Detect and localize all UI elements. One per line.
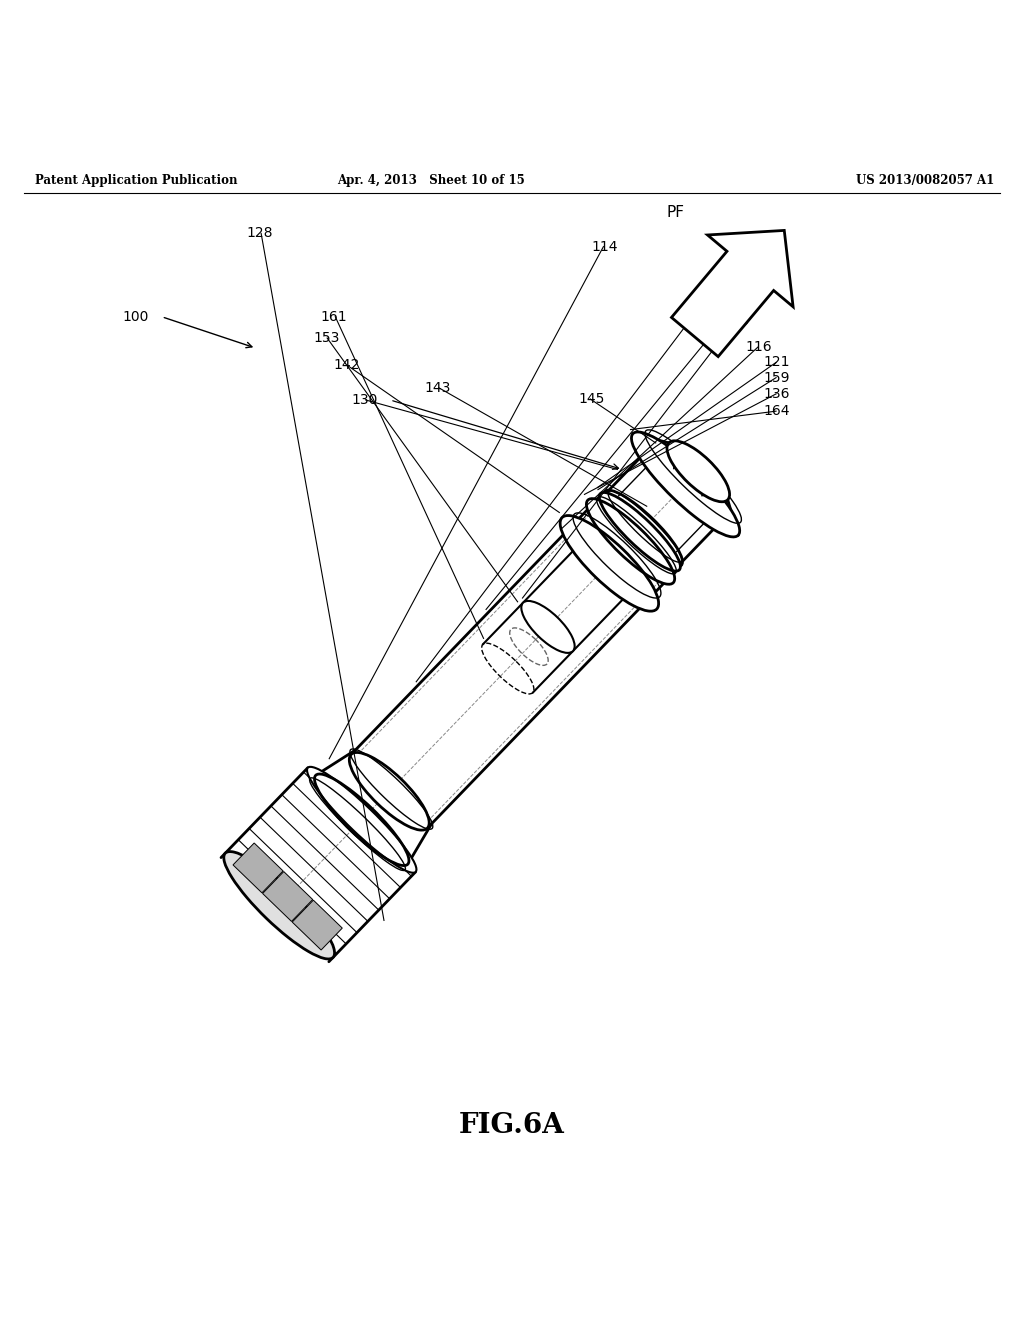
Text: 130: 130	[351, 393, 378, 407]
Ellipse shape	[604, 490, 683, 566]
Text: Apr. 4, 2013   Sheet 10 of 15: Apr. 4, 2013 Sheet 10 of 15	[337, 174, 524, 186]
Polygon shape	[233, 843, 283, 892]
Polygon shape	[262, 871, 312, 921]
Text: 116: 116	[745, 341, 772, 354]
Ellipse shape	[224, 851, 335, 958]
Text: 145: 145	[578, 392, 604, 407]
Text: 114: 114	[591, 240, 617, 253]
Text: 143: 143	[425, 380, 451, 395]
Ellipse shape	[612, 507, 666, 558]
Text: PF: PF	[667, 206, 685, 220]
Ellipse shape	[587, 499, 675, 585]
Text: 128: 128	[247, 227, 273, 240]
Text: 153: 153	[313, 331, 339, 345]
Ellipse shape	[560, 516, 658, 611]
Text: 159: 159	[764, 371, 791, 384]
Ellipse shape	[521, 601, 574, 653]
Ellipse shape	[667, 441, 729, 502]
Text: US 2013/0082057 A1: US 2013/0082057 A1	[856, 174, 994, 186]
Text: 149: 149	[723, 314, 750, 327]
Polygon shape	[292, 900, 342, 950]
Text: FIG.6A: FIG.6A	[459, 1113, 565, 1139]
Text: 112: 112	[705, 277, 731, 292]
Text: Patent Application Publication: Patent Application Publication	[35, 174, 238, 186]
Text: 120: 120	[723, 298, 750, 313]
Ellipse shape	[314, 774, 409, 866]
Polygon shape	[672, 231, 794, 356]
Text: 100: 100	[122, 310, 148, 323]
Text: 161: 161	[321, 310, 347, 323]
Ellipse shape	[599, 492, 680, 572]
Text: 164: 164	[764, 404, 791, 418]
Ellipse shape	[307, 767, 417, 873]
Ellipse shape	[632, 432, 739, 537]
Text: 142: 142	[333, 359, 359, 372]
Text: 121: 121	[764, 355, 791, 370]
Text: 136: 136	[764, 387, 791, 401]
Ellipse shape	[349, 752, 429, 830]
